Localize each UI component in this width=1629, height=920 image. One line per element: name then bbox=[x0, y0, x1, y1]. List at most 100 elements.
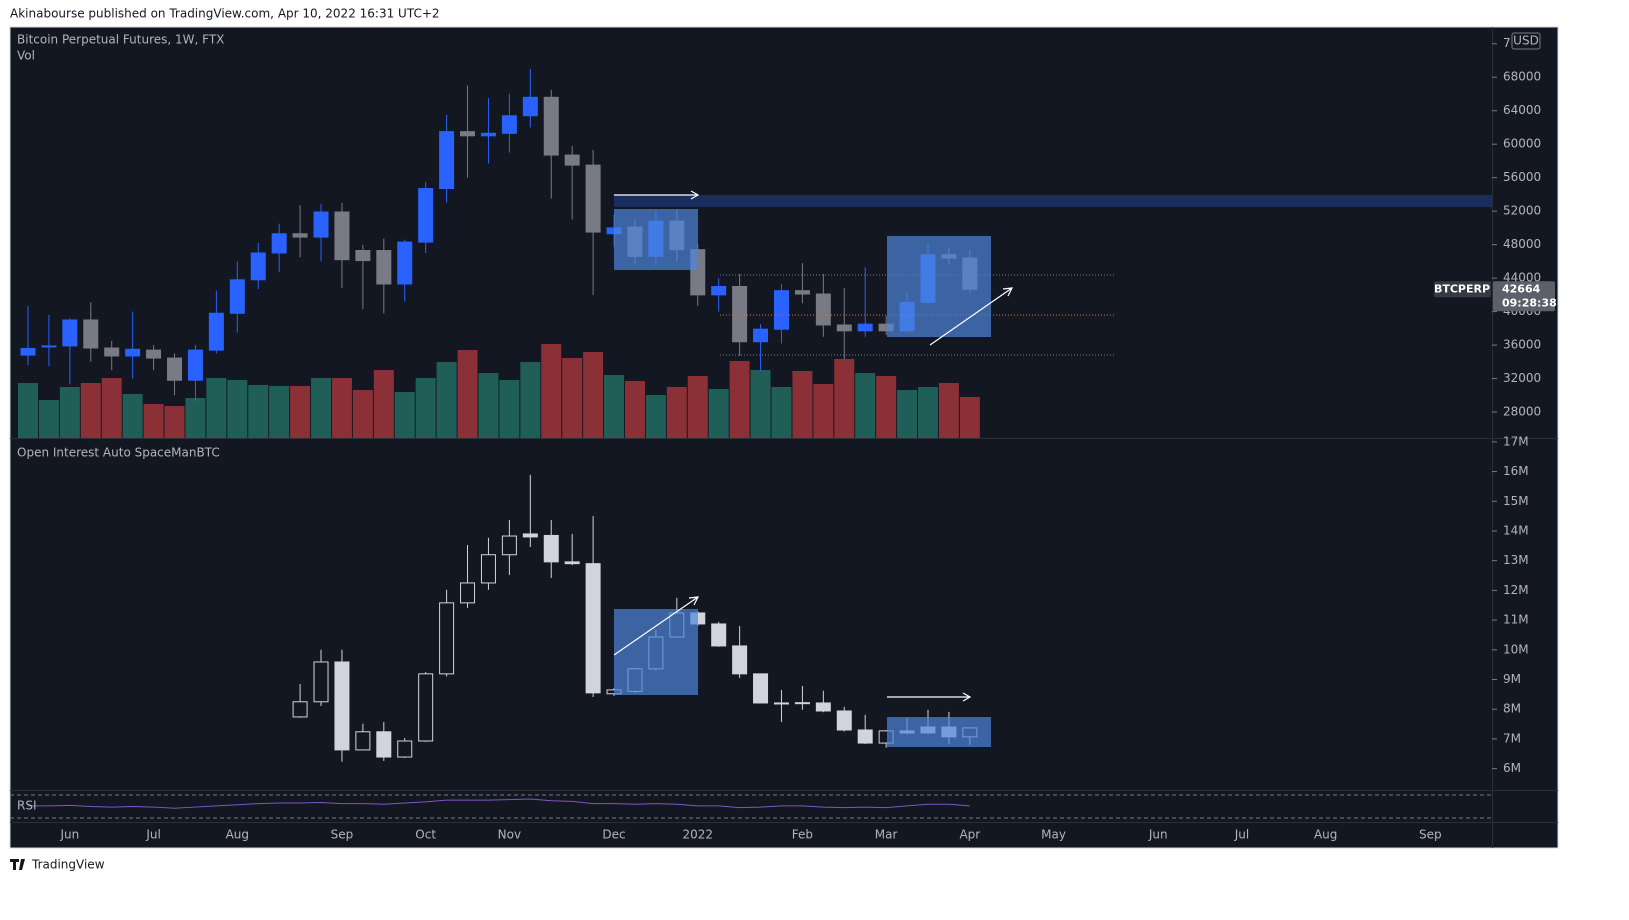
indicator-title: RSI bbox=[17, 799, 37, 813]
x-tick-label: Aug bbox=[226, 828, 249, 842]
candle-body bbox=[480, 132, 496, 137]
x-tick-label: Jun bbox=[1148, 828, 1168, 842]
candle-body bbox=[753, 328, 769, 343]
y-tick-label: 60000 bbox=[1503, 137, 1541, 151]
candle-body bbox=[376, 249, 392, 285]
y-tick-label: 48000 bbox=[1503, 237, 1541, 251]
volume-bar bbox=[311, 378, 332, 438]
volume-bar bbox=[206, 378, 227, 438]
volume-bar bbox=[562, 358, 583, 438]
y-tick-label: 7M bbox=[1503, 731, 1521, 745]
arrow bbox=[614, 190, 700, 200]
x-tick-label: Aug bbox=[1314, 828, 1337, 842]
last-price: 42664 bbox=[1502, 282, 1541, 295]
candle-body bbox=[418, 188, 434, 243]
volume-bar bbox=[331, 378, 352, 438]
candle-body bbox=[857, 729, 873, 744]
candle-body bbox=[439, 602, 455, 675]
volume-bar bbox=[855, 373, 876, 438]
y-tick-label: 64000 bbox=[1503, 103, 1541, 117]
arrow bbox=[929, 287, 1014, 346]
y-tick-label: 15M bbox=[1503, 494, 1529, 508]
candle-body bbox=[460, 131, 476, 137]
candle-body bbox=[292, 233, 308, 238]
volume-bar bbox=[122, 394, 143, 438]
volume-bar bbox=[604, 375, 625, 438]
candle-body bbox=[711, 285, 727, 296]
x-tick-label: 2022 bbox=[682, 828, 713, 842]
candle-body bbox=[711, 623, 727, 647]
volume-bar bbox=[269, 386, 290, 438]
highlight-box bbox=[614, 609, 698, 695]
volume-label: Vol bbox=[17, 49, 35, 63]
y-tick-label: 32000 bbox=[1503, 371, 1541, 385]
x-tick-label: Dec bbox=[602, 828, 625, 842]
arrow bbox=[613, 596, 700, 656]
x-tick-label: Sep bbox=[331, 828, 354, 842]
drawings bbox=[613, 190, 1492, 747]
y-tick-label: 11M bbox=[1503, 613, 1529, 627]
volume-bar bbox=[290, 386, 311, 438]
candle-body bbox=[836, 324, 852, 332]
rsi-line bbox=[28, 798, 970, 809]
x-tick-label: Jun bbox=[59, 828, 79, 842]
volume-bar bbox=[18, 383, 38, 438]
zone-band bbox=[614, 195, 1492, 207]
volume-bar bbox=[394, 392, 415, 438]
candle-body bbox=[292, 701, 308, 718]
y-tick-label: 36000 bbox=[1503, 338, 1541, 352]
volume-bar bbox=[624, 381, 645, 438]
candle-body bbox=[355, 731, 371, 751]
volume-bar bbox=[185, 398, 206, 438]
candle-body bbox=[355, 249, 371, 262]
volume-bar bbox=[645, 395, 666, 438]
currency: USD bbox=[1513, 34, 1539, 48]
candle-body bbox=[753, 673, 769, 704]
y-tick-label: 14M bbox=[1503, 523, 1529, 537]
volume-bar bbox=[436, 362, 457, 438]
volume-bar bbox=[876, 376, 897, 438]
x-tick-label: Jul bbox=[1234, 828, 1249, 842]
indicator-title: Open Interest Auto SpaceManBTC bbox=[17, 446, 220, 460]
volume-bar bbox=[917, 387, 938, 438]
candle-body bbox=[732, 285, 748, 343]
volume-bar bbox=[520, 362, 541, 438]
candle-body bbox=[313, 661, 329, 703]
candle-body bbox=[794, 702, 810, 705]
volume-bar bbox=[227, 380, 248, 438]
x-tick-label: Jul bbox=[145, 828, 160, 842]
candle-body bbox=[62, 319, 78, 347]
candle-body bbox=[564, 154, 580, 166]
y-tick-label: 28000 bbox=[1503, 405, 1541, 419]
y-tick-label: 16M bbox=[1503, 464, 1529, 478]
candle-body bbox=[585, 563, 601, 694]
candle-body bbox=[146, 349, 162, 359]
candle-body bbox=[480, 554, 496, 584]
volume-bar bbox=[143, 404, 164, 438]
volume-bar bbox=[457, 350, 478, 438]
y-tick-label: 44000 bbox=[1503, 271, 1541, 285]
volume-bar bbox=[750, 370, 771, 438]
volume-layer bbox=[18, 344, 980, 438]
candle-body bbox=[794, 290, 810, 295]
volume-bar bbox=[729, 361, 750, 438]
volume-bar bbox=[771, 387, 792, 438]
candle-body bbox=[522, 96, 538, 117]
volume-bar bbox=[499, 380, 520, 438]
volume-bar bbox=[59, 387, 80, 438]
y-tick-label: 8M bbox=[1503, 702, 1521, 716]
volume-bar bbox=[373, 370, 394, 438]
axis-layer: 2800032000360004000044000480005200056000… bbox=[59, 36, 1556, 841]
y-tick-label: 12M bbox=[1503, 583, 1529, 597]
candle-body bbox=[376, 731, 392, 758]
candle-body bbox=[543, 96, 559, 156]
candle-body bbox=[815, 293, 831, 326]
volume-bar bbox=[101, 378, 122, 438]
candle-body bbox=[836, 710, 852, 731]
candle-body bbox=[543, 534, 559, 563]
x-tick-label: Nov bbox=[498, 828, 521, 842]
candle-body bbox=[397, 241, 413, 285]
highlight-box bbox=[887, 717, 991, 747]
candle-body bbox=[815, 702, 831, 712]
